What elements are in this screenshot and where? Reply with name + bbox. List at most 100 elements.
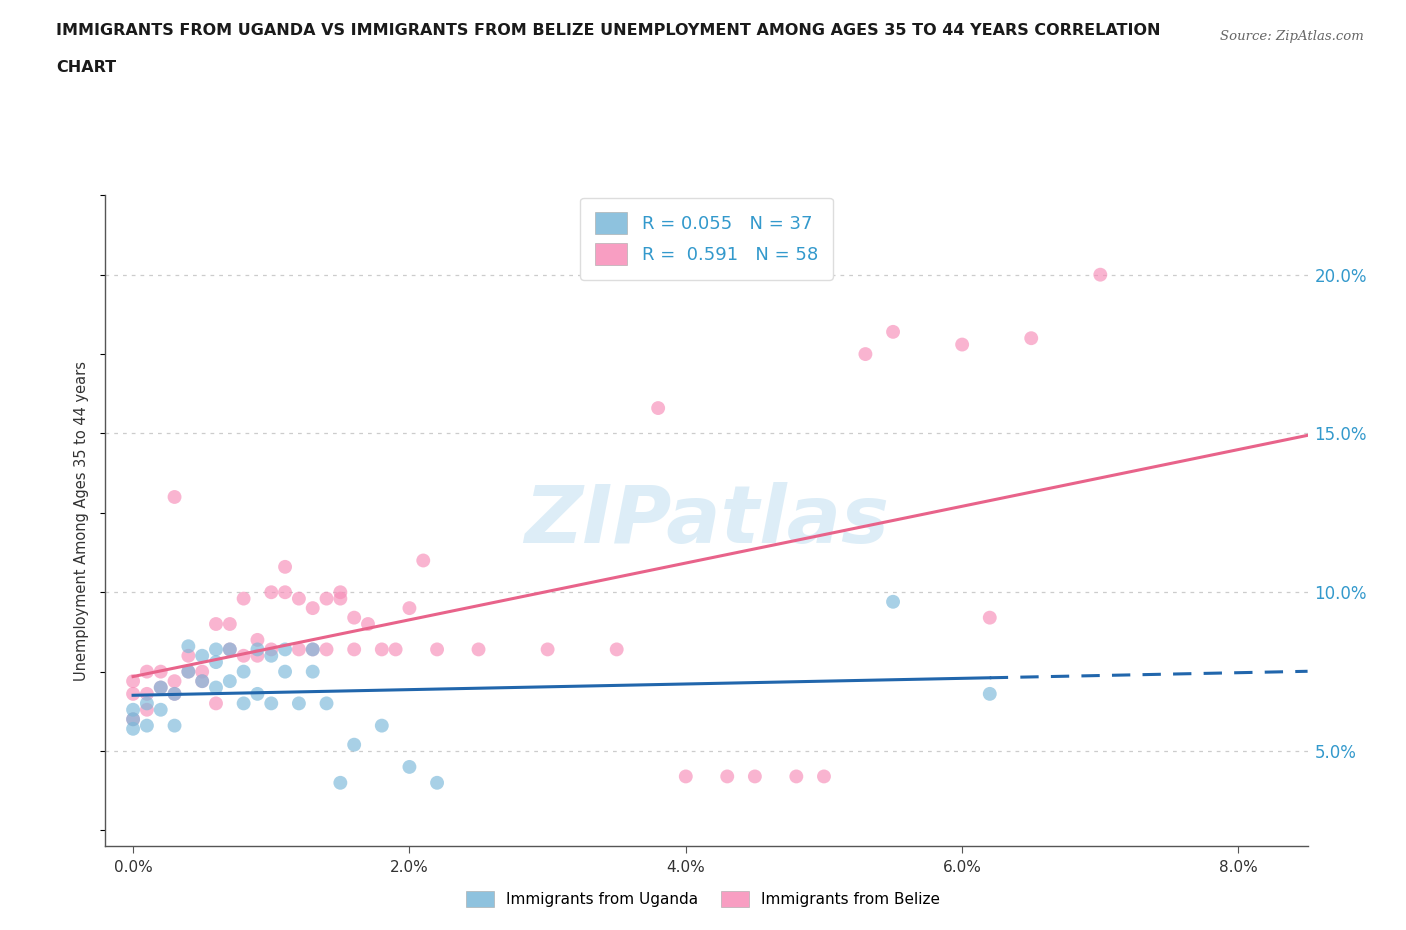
Point <box>232 664 254 679</box>
Point <box>122 686 145 701</box>
Point <box>205 655 228 670</box>
Text: CHART: CHART <box>56 60 117 75</box>
Point <box>288 642 311 657</box>
Point <box>191 648 214 663</box>
Point <box>163 686 186 701</box>
Point <box>260 585 283 600</box>
Point <box>536 642 558 657</box>
Point <box>1019 331 1042 346</box>
Point <box>343 642 366 657</box>
Point <box>675 769 697 784</box>
Point <box>232 696 254 711</box>
Legend: R = 0.055   N = 37, R =  0.591   N = 58: R = 0.055 N = 37, R = 0.591 N = 58 <box>581 198 832 280</box>
Point <box>177 648 200 663</box>
Text: IMMIGRANTS FROM UGANDA VS IMMIGRANTS FROM BELIZE UNEMPLOYMENT AMONG AGES 35 TO 4: IMMIGRANTS FROM UGANDA VS IMMIGRANTS FRO… <box>56 23 1161 38</box>
Point <box>177 639 200 654</box>
Point <box>288 591 311 606</box>
Point <box>329 585 352 600</box>
Point <box>426 776 449 790</box>
Point <box>191 673 214 688</box>
Point <box>135 702 157 717</box>
Point <box>163 673 186 688</box>
Point <box>384 642 406 657</box>
Point <box>301 642 323 657</box>
Point <box>301 664 323 679</box>
Point <box>315 696 337 711</box>
Point <box>122 711 145 726</box>
Point <box>301 601 323 616</box>
Point <box>329 776 352 790</box>
Point <box>163 489 186 504</box>
Point <box>246 686 269 701</box>
Point <box>246 632 269 647</box>
Point <box>274 642 297 657</box>
Point <box>950 337 973 352</box>
Point <box>398 601 420 616</box>
Point <box>205 617 228 631</box>
Point <box>122 673 145 688</box>
Point <box>205 680 228 695</box>
Point <box>979 610 1001 625</box>
Point <box>301 642 323 657</box>
Point <box>606 642 628 657</box>
Point <box>149 680 172 695</box>
Text: Source: ZipAtlas.com: Source: ZipAtlas.com <box>1220 30 1364 43</box>
Point <box>218 673 240 688</box>
Point <box>205 642 228 657</box>
Point <box>122 722 145 737</box>
Point <box>343 610 366 625</box>
Point <box>135 686 157 701</box>
Point <box>274 664 297 679</box>
Point <box>426 642 449 657</box>
Legend: Immigrants from Uganda, Immigrants from Belize: Immigrants from Uganda, Immigrants from … <box>458 884 948 915</box>
Point <box>260 648 283 663</box>
Point <box>744 769 766 784</box>
Point <box>218 642 240 657</box>
Point <box>205 696 228 711</box>
Point <box>716 769 738 784</box>
Point <box>149 702 172 717</box>
Point <box>163 718 186 733</box>
Point <box>191 673 214 688</box>
Point <box>218 617 240 631</box>
Point <box>371 718 394 733</box>
Point <box>1090 267 1112 282</box>
Point <box>246 642 269 657</box>
Point <box>260 642 283 657</box>
Point <box>979 686 1001 701</box>
Point <box>135 718 157 733</box>
Point <box>149 664 172 679</box>
Point <box>412 553 434 568</box>
Point <box>343 737 366 752</box>
Point <box>371 642 394 657</box>
Point <box>855 347 877 362</box>
Point <box>274 585 297 600</box>
Point <box>260 696 283 711</box>
Point <box>882 594 904 609</box>
Point <box>813 769 835 784</box>
Y-axis label: Unemployment Among Ages 35 to 44 years: Unemployment Among Ages 35 to 44 years <box>75 361 90 681</box>
Point <box>191 664 214 679</box>
Point <box>218 642 240 657</box>
Point <box>122 711 145 726</box>
Point <box>467 642 489 657</box>
Point <box>149 680 172 695</box>
Point <box>315 642 337 657</box>
Point <box>246 648 269 663</box>
Point <box>398 760 420 775</box>
Point <box>232 648 254 663</box>
Point <box>177 664 200 679</box>
Point <box>177 664 200 679</box>
Point <box>274 560 297 575</box>
Point <box>122 702 145 717</box>
Point <box>882 325 904 339</box>
Point <box>315 591 337 606</box>
Point <box>163 686 186 701</box>
Point <box>329 591 352 606</box>
Point <box>785 769 807 784</box>
Point <box>135 664 157 679</box>
Point <box>288 696 311 711</box>
Point <box>232 591 254 606</box>
Point <box>135 696 157 711</box>
Point <box>357 617 380 631</box>
